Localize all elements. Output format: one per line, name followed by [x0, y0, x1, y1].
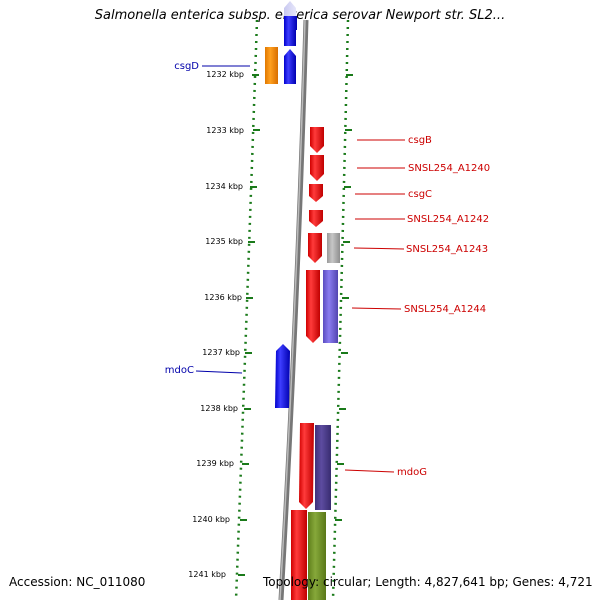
- left-tick-track: [234, 19, 259, 600]
- gene-mdog[interactable]: [299, 423, 314, 509]
- gene-arrow-mdoc[interactable]: [275, 344, 290, 408]
- gene-label-csgc[interactable]: csgC: [408, 189, 432, 200]
- forward-features: [265, 1, 297, 408]
- kbp-label: 1239 kbp: [196, 459, 234, 468]
- topology-text: Topology: circular; Length: 4,827,641 bp…: [263, 575, 593, 589]
- gene-label-csgb[interactable]: csgB: [408, 135, 432, 146]
- kbp-label: 1233 kbp: [206, 126, 244, 135]
- reverse-features: [291, 127, 340, 600]
- gene-block[interactable]: [284, 16, 297, 30]
- gene-label-snsl254-a1243[interactable]: SNSL254_A1243: [406, 244, 488, 255]
- map-title: Salmonella enterica subsp. enterica sero…: [94, 8, 506, 23]
- gene-snsl254-a1242[interactable]: [309, 210, 323, 227]
- gene-block-red[interactable]: [291, 510, 307, 600]
- gene-labels: csgD mdoC csgB SNSL254_A1240 csgC SNSL25…: [165, 61, 490, 478]
- kbp-label: 1235 kbp: [205, 237, 243, 246]
- gene-label-csgd[interactable]: csgD: [174, 61, 199, 72]
- olive-feature[interactable]: [308, 512, 326, 600]
- genome-backbone-highlight: [279, 19, 306, 600]
- gene-snsl254-a1244[interactable]: [306, 270, 320, 343]
- gene-csgb[interactable]: [310, 127, 324, 153]
- kbp-label: 1238 kbp: [200, 404, 238, 413]
- kbp-label: 1236 kbp: [204, 293, 242, 302]
- gene-label-snsl254-a1244[interactable]: SNSL254_A1244: [404, 304, 486, 315]
- dark-purple-feature[interactable]: [315, 425, 331, 510]
- kbp-ticks: [238, 74, 260, 576]
- leader-lines: [195, 65, 405, 473]
- gene-label-snsl254-a1240[interactable]: SNSL254_A1240: [408, 163, 490, 174]
- gene-label-mdoc[interactable]: mdoC: [165, 365, 194, 376]
- kbp-label: 1234 kbp: [205, 182, 243, 191]
- kbp-label: 1237 kbp: [202, 348, 240, 357]
- kbp-label: 1240 kbp: [192, 515, 230, 524]
- gray-feature[interactable]: [327, 233, 340, 263]
- gene-arrow-csgd-region[interactable]: [284, 49, 296, 84]
- kbp-labels: 1232 kbp 1233 kbp 1234 kbp 1235 kbp 1236…: [188, 70, 244, 579]
- genome-backbone: [278, 19, 309, 600]
- gene-label-snsl254-a1242[interactable]: SNSL254_A1242: [407, 214, 489, 225]
- accession-text: Accession: NC_011080: [9, 575, 146, 589]
- kbp-label: 1232 kbp: [206, 70, 244, 79]
- purple-feature[interactable]: [323, 270, 338, 343]
- gene-snsl254-a1240[interactable]: [310, 155, 324, 181]
- right-tick-track: [331, 19, 350, 600]
- gene-label-mdog[interactable]: mdoG: [397, 467, 427, 478]
- gene-arrow[interactable]: [284, 1, 296, 18]
- right-ticks: [335, 74, 353, 521]
- gene-snsl254-a1243[interactable]: [308, 233, 322, 263]
- orange-feature[interactable]: [265, 47, 278, 84]
- gene-csgc[interactable]: [309, 184, 323, 202]
- kbp-label: 1241 kbp: [188, 570, 226, 579]
- gene-block[interactable]: [284, 30, 296, 46]
